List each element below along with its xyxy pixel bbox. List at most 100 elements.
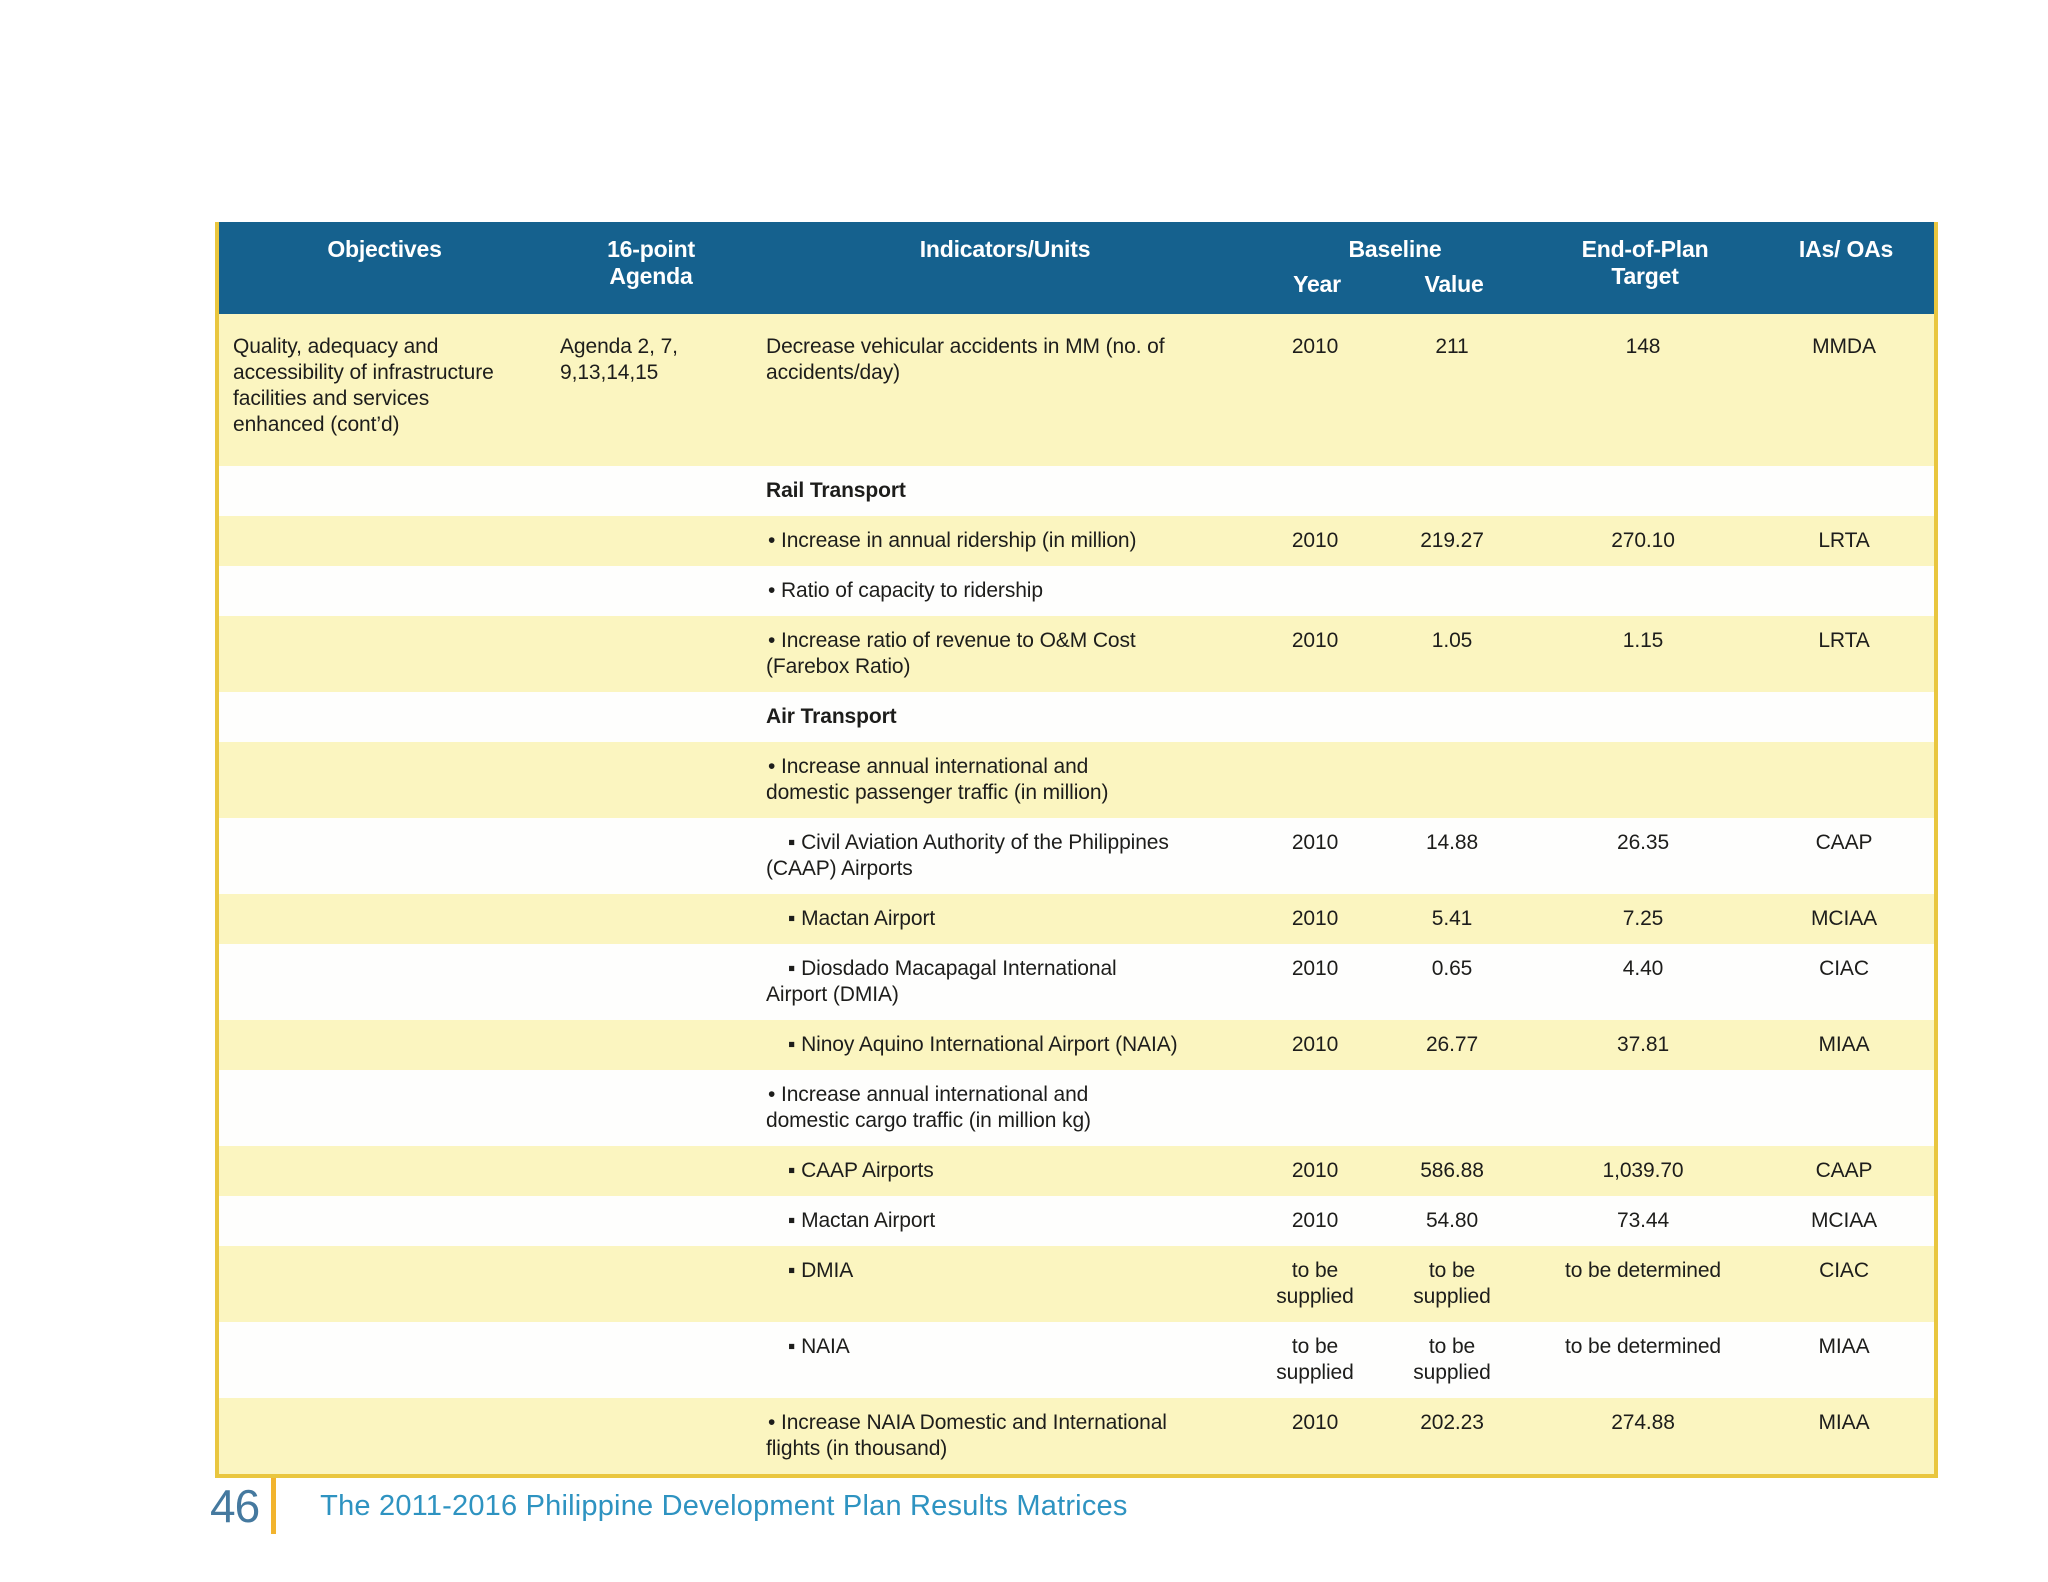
indicator-cell: ▪ Mactan Airport	[752, 1196, 1258, 1246]
results-table-body: Quality, adequacy and accessibility of i…	[219, 314, 1935, 1474]
objectives-cell	[219, 944, 550, 1020]
agenda-cell	[550, 1398, 752, 1474]
target-cell: 26.35	[1532, 818, 1759, 894]
ia-cell: MCIAA	[1758, 1196, 1935, 1246]
ia-cell: CIAC	[1758, 944, 1935, 1020]
agenda-cell	[550, 1246, 752, 1322]
target-cell	[1532, 742, 1759, 818]
agenda-cell: Agenda 2, 7, 9,13,14,15	[550, 314, 752, 466]
agenda-cell	[550, 566, 752, 616]
baseline-year-cell: 2010	[1258, 516, 1376, 566]
ia-cell: CAAP	[1758, 818, 1935, 894]
ia-cell: MIAA	[1758, 1322, 1935, 1398]
table-row: • Increase in annual ridership (in milli…	[219, 516, 1935, 566]
ia-cell: MMDA	[1758, 314, 1935, 466]
objectives-cell	[219, 1146, 550, 1196]
table-row: Rail Transport	[219, 466, 1935, 516]
target-cell: 274.88	[1532, 1398, 1759, 1474]
agenda-cell	[550, 1322, 752, 1398]
ia-cell: LRTA	[1758, 516, 1935, 566]
agenda-cell	[550, 742, 752, 818]
baseline-value-cell: 0.65	[1376, 944, 1533, 1020]
table-row: • Increase annual international and dome…	[219, 1070, 1935, 1146]
ia-cell: CIAC	[1758, 1246, 1935, 1322]
baseline-year-cell	[1258, 742, 1376, 818]
table-row: ▪ Mactan Airport 2010 54.80 73.44 MCIAA	[219, 1196, 1935, 1246]
table-row: ▪ Civil Aviation Authority of the Philip…	[219, 818, 1935, 894]
ia-cell: CAAP	[1758, 1146, 1935, 1196]
agenda-cell	[550, 944, 752, 1020]
target-cell: 1.15	[1532, 616, 1759, 692]
col-header-indicators: Indicators/Units	[752, 222, 1258, 314]
baseline-value-cell	[1376, 742, 1533, 818]
baseline-value-cell	[1376, 466, 1533, 516]
baseline-year-cell	[1258, 566, 1376, 616]
target-cell: 270.10	[1532, 516, 1759, 566]
objectives-cell: Quality, adequacy and accessibility of i…	[219, 314, 550, 466]
baseline-value-cell: 219.27	[1376, 516, 1533, 566]
agenda-cell	[550, 616, 752, 692]
baseline-value-cell: 14.88	[1376, 818, 1533, 894]
baseline-year-cell: 2010	[1258, 314, 1376, 466]
baseline-year-cell: 2010	[1258, 1020, 1376, 1070]
indicator-cell: • Increase NAIA Domestic and Internation…	[752, 1398, 1258, 1474]
col-header-ias: IAs/ OAs	[1758, 222, 1935, 314]
baseline-year-cell: 2010	[1258, 1196, 1376, 1246]
table-row: • Increase NAIA Domestic and Internation…	[219, 1398, 1935, 1474]
objectives-cell	[219, 1398, 550, 1474]
table-row: ▪ Ninoy Aquino International Airport (NA…	[219, 1020, 1935, 1070]
indicator-cell: Decrease vehicular accidents in MM (no. …	[752, 314, 1258, 466]
agenda-cell	[550, 1146, 752, 1196]
baseline-value-cell: 5.41	[1376, 894, 1533, 944]
baseline-year-cell	[1258, 1070, 1376, 1146]
baseline-year-cell: 2010	[1258, 894, 1376, 944]
target-cell	[1532, 1070, 1759, 1146]
header-row-baseline-sub: Year Value	[219, 269, 1934, 314]
agenda-cell	[550, 1070, 752, 1146]
objectives-cell	[219, 1070, 550, 1146]
indicator-cell: • Ratio of capacity to ridership	[752, 566, 1258, 616]
results-matrix-table: Objectives 16-point Agenda Indicators/Un…	[215, 222, 1938, 1478]
target-cell	[1532, 566, 1759, 616]
results-table: Objectives 16-point Agenda Indicators/Un…	[219, 222, 1935, 1474]
baseline-value-cell	[1376, 692, 1533, 742]
indicator-cell: ▪ Ninoy Aquino International Airport (NA…	[752, 1020, 1258, 1070]
ia-cell	[1758, 466, 1935, 516]
baseline-year-cell: to be supplied	[1258, 1322, 1376, 1398]
table-row: • Increase annual international and dome…	[219, 742, 1935, 818]
indicator-cell: Rail Transport	[752, 466, 1258, 516]
baseline-value-cell: 586.88	[1376, 1146, 1533, 1196]
baseline-value-cell: 1.05	[1376, 616, 1533, 692]
ia-cell	[1758, 1070, 1935, 1146]
indicator-cell: • Increase in annual ridership (in milli…	[752, 516, 1258, 566]
agenda-cell	[550, 692, 752, 742]
col-header-target: End-of-Plan Target	[1532, 222, 1759, 314]
ia-cell	[1758, 692, 1935, 742]
baseline-year-cell	[1258, 692, 1376, 742]
baseline-value-cell: to be supplied	[1376, 1322, 1533, 1398]
objectives-cell	[219, 742, 550, 818]
footer-divider	[271, 1478, 277, 1534]
objectives-cell	[219, 692, 550, 742]
indicator-cell: ▪ Diosdado Macapagal International Airpo…	[752, 944, 1258, 1020]
baseline-value-cell: 54.80	[1376, 1196, 1533, 1246]
indicator-cell: • Increase annual international and dome…	[752, 1070, 1258, 1146]
indicator-cell: ▪ Civil Aviation Authority of the Philip…	[752, 818, 1258, 894]
target-cell: 7.25	[1532, 894, 1759, 944]
table-row: ▪ CAAP Airports 2010 586.88 1,039.70 CAAP	[219, 1146, 1935, 1196]
agenda-cell	[550, 516, 752, 566]
target-cell: 37.81	[1532, 1020, 1759, 1070]
baseline-year-cell: 2010	[1258, 1398, 1376, 1474]
table-row: Quality, adequacy and accessibility of i…	[219, 314, 1935, 466]
indicator-cell: • Increase ratio of revenue to O&M Cost …	[752, 616, 1258, 692]
objectives-cell	[219, 894, 550, 944]
col-header-value: Value	[1376, 269, 1533, 314]
target-cell: 1,039.70	[1532, 1146, 1759, 1196]
objectives-cell	[219, 1020, 550, 1070]
ia-cell: MCIAA	[1758, 894, 1935, 944]
agenda-cell	[550, 1196, 752, 1246]
target-cell: to be determined	[1532, 1322, 1759, 1398]
agenda-cell	[550, 1020, 752, 1070]
objectives-cell	[219, 566, 550, 616]
